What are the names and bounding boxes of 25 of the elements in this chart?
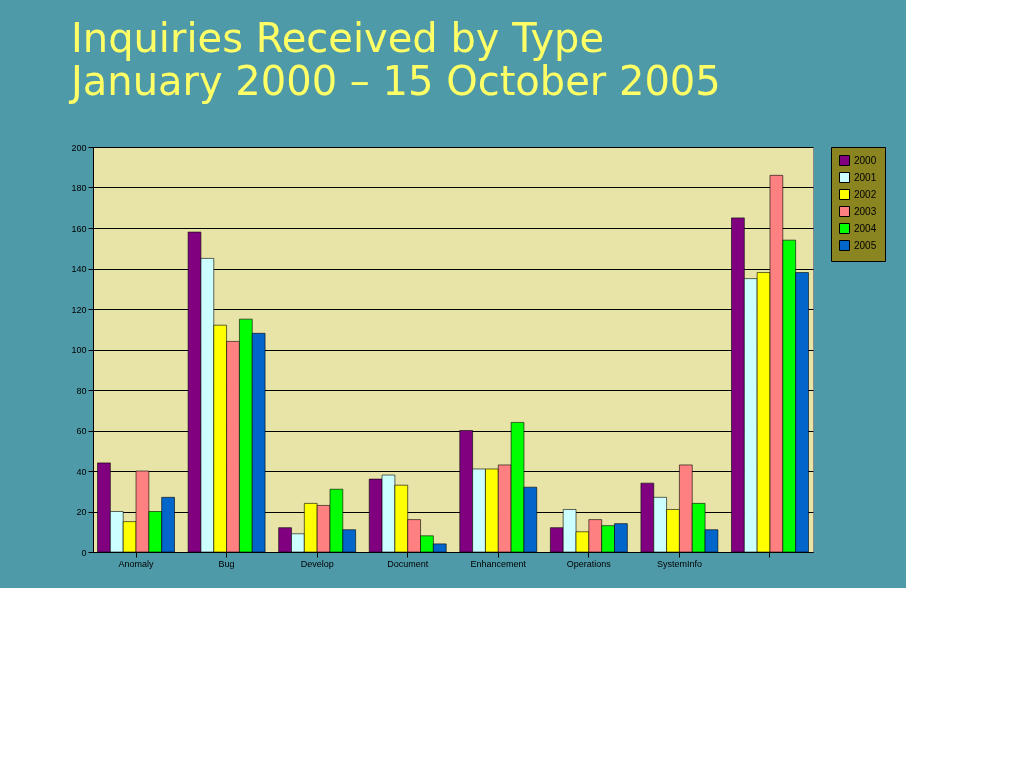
legend-label: 2002 (854, 188, 877, 200)
y-tick-label: 40 (76, 466, 87, 477)
y-tick-label: 60 (76, 426, 87, 436)
legend-label: 2004 (854, 222, 877, 234)
chart-title: Inquiries Received by Type (70, 15, 605, 61)
y-tick-label: 0 (81, 547, 87, 558)
legend-label: 2005 (854, 239, 877, 251)
y-tick-label: 20 (76, 507, 87, 517)
legend-label: 2003 (854, 205, 877, 217)
x-tick-label: Anomaly (118, 558, 155, 569)
y-tick-label: 180 (71, 183, 87, 193)
y-tick-label: 80 (76, 385, 87, 396)
x-tick-label: SystemInfo (656, 558, 702, 569)
y-tick-label: 200 (71, 142, 87, 153)
x-tick-label: Develop (300, 558, 334, 569)
x-tick-label: Bug (218, 558, 235, 569)
y-tick-label: 120 (71, 304, 87, 315)
y-tick-label: 140 (71, 264, 87, 274)
legend-label: 2000 (854, 154, 877, 166)
x-tick-label: Enhancement (470, 558, 527, 569)
x-tick-label: Operations (566, 558, 612, 569)
legend-label: 2001 (854, 171, 877, 183)
x-tick-label: Document (387, 558, 429, 569)
y-tick-label: 100 (71, 345, 87, 355)
y-tick-label: 160 (71, 223, 87, 234)
